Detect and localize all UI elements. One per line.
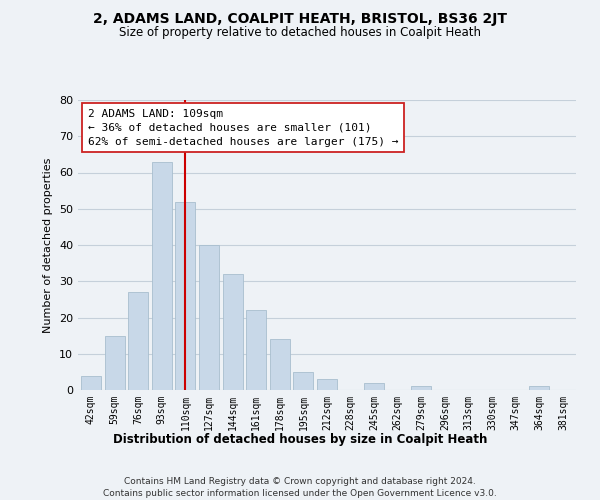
Text: 2 ADAMS LAND: 109sqm
← 36% of detached houses are smaller (101)
62% of semi-deta: 2 ADAMS LAND: 109sqm ← 36% of detached h… <box>88 108 398 146</box>
Text: Contains public sector information licensed under the Open Government Licence v3: Contains public sector information licen… <box>103 489 497 498</box>
Bar <box>412 386 431 390</box>
Bar <box>223 274 242 390</box>
Bar <box>293 372 313 390</box>
Bar <box>152 162 172 390</box>
Y-axis label: Number of detached properties: Number of detached properties <box>43 158 53 332</box>
Bar <box>128 292 148 390</box>
Text: Size of property relative to detached houses in Coalpit Heath: Size of property relative to detached ho… <box>119 26 481 39</box>
Bar <box>104 336 125 390</box>
Bar <box>270 339 290 390</box>
Bar <box>364 383 384 390</box>
Text: 2, ADAMS LAND, COALPIT HEATH, BRISTOL, BS36 2JT: 2, ADAMS LAND, COALPIT HEATH, BRISTOL, B… <box>93 12 507 26</box>
Bar <box>317 379 337 390</box>
Bar <box>81 376 101 390</box>
Bar <box>246 310 266 390</box>
Text: Distribution of detached houses by size in Coalpit Heath: Distribution of detached houses by size … <box>113 432 487 446</box>
Bar <box>529 386 550 390</box>
Bar <box>199 245 219 390</box>
Text: Contains HM Land Registry data © Crown copyright and database right 2024.: Contains HM Land Registry data © Crown c… <box>124 478 476 486</box>
Bar <box>175 202 196 390</box>
